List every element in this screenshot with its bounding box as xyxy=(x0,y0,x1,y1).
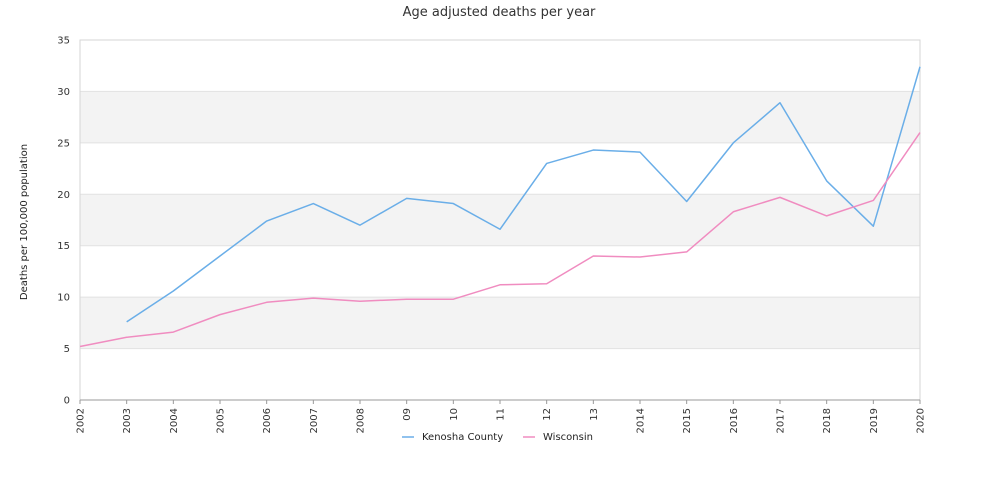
legend-label: Kenosha County xyxy=(422,432,503,443)
series-line-kenosha-county xyxy=(126,66,921,323)
y-tick-label: 35 xyxy=(57,36,70,47)
x-tick-label: 2018 xyxy=(822,408,833,433)
x-tick-label: 2020 xyxy=(916,408,927,433)
y-tick-label: 25 xyxy=(57,138,70,149)
y-tick-label: 0 xyxy=(64,396,70,407)
grid-band xyxy=(80,194,920,246)
legend-item: Kenosha County xyxy=(402,432,503,443)
chart-title: Age adjusted deaths per year xyxy=(403,5,596,20)
x-tick-label: 2008 xyxy=(356,408,367,433)
series-line-wisconsin xyxy=(79,132,921,348)
x-tick-label: 12 xyxy=(542,408,553,421)
y-tick-label: 10 xyxy=(57,293,70,304)
x-tick-label: 2006 xyxy=(262,408,273,433)
x-tick-label: 10 xyxy=(449,408,460,421)
y-tick-label: 5 xyxy=(64,344,70,355)
legend: Kenosha County Wisconsin xyxy=(402,432,593,443)
grid-bands xyxy=(80,40,920,400)
x-tick-label: 2016 xyxy=(729,408,740,433)
x-tick-label: 2004 xyxy=(169,408,180,433)
legend-label: Wisconsin xyxy=(543,432,593,443)
legend-item: Wisconsin xyxy=(523,432,593,443)
x-tick-label: 2003 xyxy=(122,408,133,433)
y-axis-label: Deaths per 100,000 population xyxy=(19,144,30,300)
x-tick-label: 2015 xyxy=(682,408,693,433)
grid-band xyxy=(80,91,920,143)
y-axis: 0 5 10 15 20 25 30 35 xyxy=(57,36,70,407)
x-tick-label: 13 xyxy=(589,408,600,421)
grid-band xyxy=(80,297,920,349)
x-tick-label: 2005 xyxy=(216,408,227,433)
x-tick-label: 2017 xyxy=(776,408,787,433)
x-tick-label: 11 xyxy=(496,408,507,421)
x-tick-label: 2019 xyxy=(869,408,880,433)
y-tick-label: 15 xyxy=(57,241,70,252)
x-tick-label: 2002 xyxy=(76,408,87,433)
x-tick-label: 2007 xyxy=(309,408,320,433)
series-lines xyxy=(79,66,921,348)
x-tick-label: 09 xyxy=(402,408,413,421)
y-tick-label: 20 xyxy=(57,190,70,201)
x-tick-label: 2014 xyxy=(636,408,647,433)
y-tick-label: 30 xyxy=(57,87,70,98)
x-axis: 2002 2003 2004 2005 2006 2007 2008 09 10 11 12 13 20… xyxy=(76,400,927,433)
